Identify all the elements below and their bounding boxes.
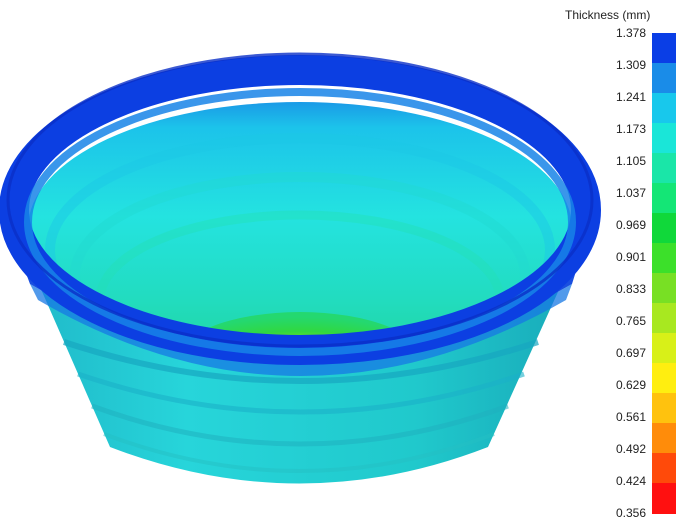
legend-value-label: 0.356 <box>615 506 646 520</box>
legend-swatch <box>652 363 676 394</box>
legend-value-label: 0.765 <box>615 314 646 328</box>
legend-value-label: 1.037 <box>615 186 646 200</box>
legend-value-label: 0.629 <box>615 378 646 392</box>
legend-value-label: 1.378 <box>615 26 646 40</box>
legend-title: Thickness (mm) <box>565 8 651 22</box>
legend-swatch <box>652 453 676 484</box>
legend-swatch <box>652 213 676 244</box>
legend-swatch <box>652 243 676 274</box>
legend-value-label: 0.492 <box>615 442 646 456</box>
legend-value-label: 1.241 <box>615 90 646 104</box>
legend-value-label: 0.561 <box>615 410 646 424</box>
legend-swatch <box>652 333 676 364</box>
legend-swatch <box>652 93 676 124</box>
legend-swatch <box>652 393 676 424</box>
legend-value-label: 0.697 <box>615 346 646 360</box>
legend-value-label: 1.105 <box>615 154 646 168</box>
legend-color-bar <box>652 33 676 514</box>
legend-swatch <box>652 483 676 514</box>
legend-value-label: 0.901 <box>615 250 646 264</box>
legend-swatch <box>652 303 676 334</box>
legend-labels: 1.378 1.309 1.241 1.173 1.105 1.037 0.969 0.901… <box>600 0 646 522</box>
legend-value-label: 1.173 <box>615 122 646 136</box>
legend-swatch <box>652 63 676 94</box>
legend-value-label: 0.969 <box>615 218 646 232</box>
legend-value-label: 0.833 <box>615 282 646 296</box>
legend-swatch <box>652 183 676 214</box>
legend-swatch <box>652 123 676 154</box>
legend-swatch <box>652 153 676 184</box>
legend-swatch <box>652 273 676 304</box>
legend-value-label: 1.309 <box>615 58 646 72</box>
legend-swatch <box>652 33 676 64</box>
legend-swatch <box>652 423 676 454</box>
legend-value-label: 0.424 <box>615 474 646 488</box>
